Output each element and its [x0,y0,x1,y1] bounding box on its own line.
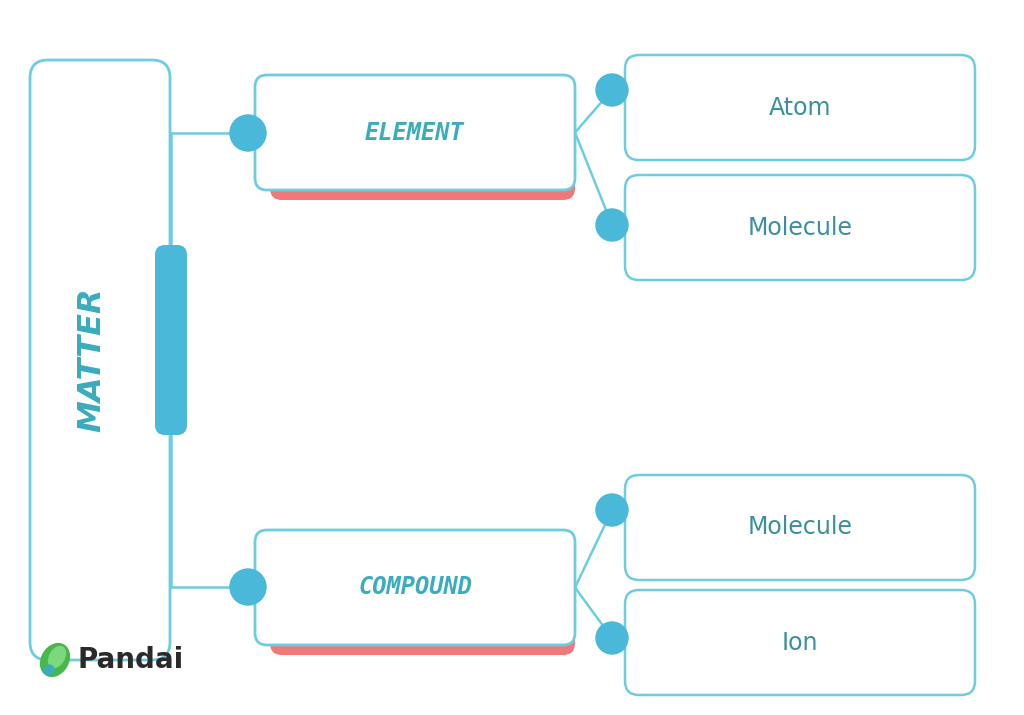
Ellipse shape [48,646,67,668]
Text: MATTER: MATTER [77,287,108,433]
Text: COMPOUND: COMPOUND [358,576,472,599]
FancyBboxPatch shape [270,620,575,655]
FancyBboxPatch shape [625,590,975,695]
Text: ELEMENT: ELEMENT [366,121,465,144]
FancyBboxPatch shape [255,530,575,645]
Text: Atom: Atom [769,96,831,119]
Text: Ion: Ion [781,631,818,654]
Circle shape [44,665,54,675]
FancyBboxPatch shape [625,55,975,160]
Text: Molecule: Molecule [748,516,853,540]
Circle shape [596,74,628,106]
Text: Pandai: Pandai [77,646,183,674]
Text: Molecule: Molecule [748,215,853,240]
Circle shape [230,569,266,605]
FancyBboxPatch shape [625,475,975,580]
Circle shape [596,494,628,526]
FancyBboxPatch shape [155,245,187,435]
FancyBboxPatch shape [270,165,575,200]
FancyBboxPatch shape [255,75,575,190]
FancyBboxPatch shape [625,175,975,280]
Ellipse shape [40,643,70,677]
Circle shape [230,115,266,151]
Circle shape [596,209,628,241]
FancyBboxPatch shape [30,60,170,660]
Circle shape [596,622,628,654]
